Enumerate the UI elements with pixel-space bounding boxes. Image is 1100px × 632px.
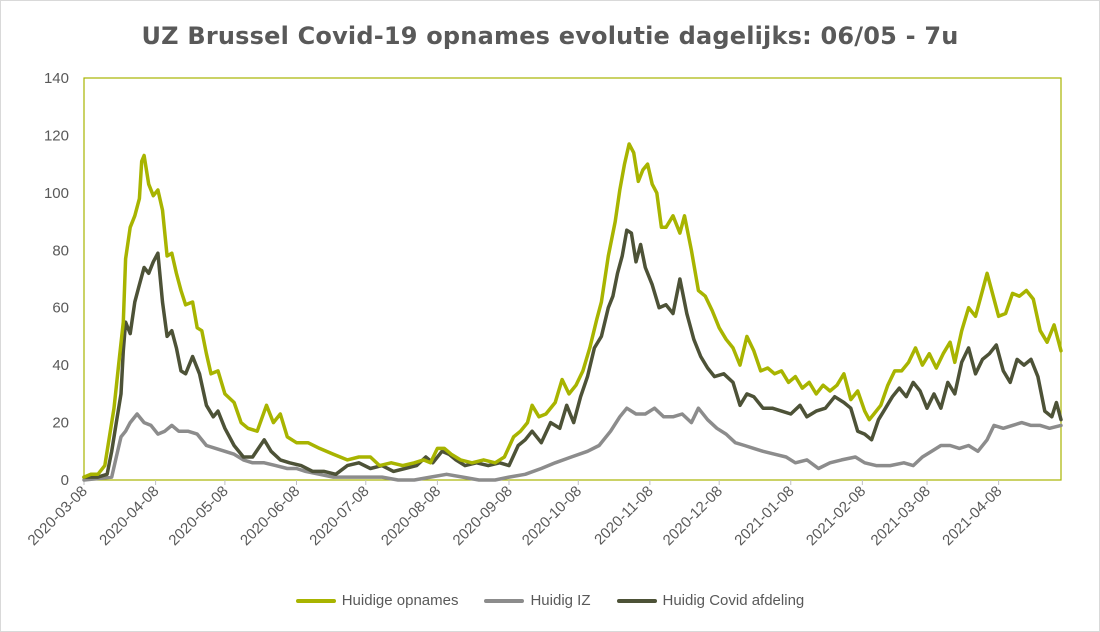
x-tick-label-7: 2020-10-08	[519, 483, 585, 549]
x-tick-label-5: 2020-08-08	[378, 483, 444, 549]
legend-swatch-opnames	[295, 598, 336, 603]
x-tick-label-11: 2021-02-08	[803, 483, 869, 549]
legend-item-opnames: Huidige opnames	[295, 592, 459, 609]
legend-item-afdeling: Huidig Covid afdeling	[616, 592, 805, 609]
x-tick-label-6: 2020-09-08	[450, 483, 516, 549]
legend-item-iz: Huidig IZ	[484, 592, 591, 609]
series-line-0	[82, 142, 1063, 479]
y-tick-label-0: 0	[61, 472, 69, 489]
y-tick-label-120: 120	[44, 127, 69, 144]
x-tick-label-1: 2020-04-08	[96, 483, 162, 549]
legend-swatch-afdeling	[616, 598, 657, 603]
x-tick-label-4: 2020-07-08	[306, 483, 372, 549]
legend-label-iz: Huidig IZ	[530, 592, 591, 609]
legend-label-afdeling: Huidig Covid afdeling	[662, 592, 805, 609]
x-tick-label-13: 2021-04-08	[939, 483, 1005, 549]
x-tick-label-2: 2020-05-08	[165, 483, 231, 549]
y-tick-label-100: 100	[44, 185, 69, 202]
series-line-2	[82, 228, 1063, 479]
series-line-1	[82, 406, 1063, 482]
legend: Huidige opnames Huidig IZ Huidig Covid a…	[0, 592, 1100, 609]
x-tick-label-8: 2020-11-08	[591, 483, 656, 548]
legend-label-opnames: Huidige opnames	[341, 592, 459, 609]
x-tick-label-9: 2020-12-08	[660, 483, 726, 549]
y-tick-label-40: 40	[52, 357, 69, 374]
plot-area-border	[83, 77, 1062, 481]
y-tick-label-80: 80	[52, 242, 69, 259]
x-tick-label-10: 2021-01-08	[731, 483, 797, 549]
legend-swatch-iz	[484, 598, 525, 603]
x-tick-label-0: 2020-03-08	[25, 483, 91, 549]
y-tick-label-20: 20	[52, 415, 69, 432]
y-tick-label-60: 60	[52, 300, 69, 317]
y-tick-label-140: 140	[44, 70, 69, 87]
chart-title: UZ Brussel Covid-19 opnames evolutie dag…	[141, 22, 959, 50]
x-tick-label-3: 2020-06-08	[237, 483, 303, 549]
x-tick-label-12: 2021-03-08	[868, 483, 934, 549]
